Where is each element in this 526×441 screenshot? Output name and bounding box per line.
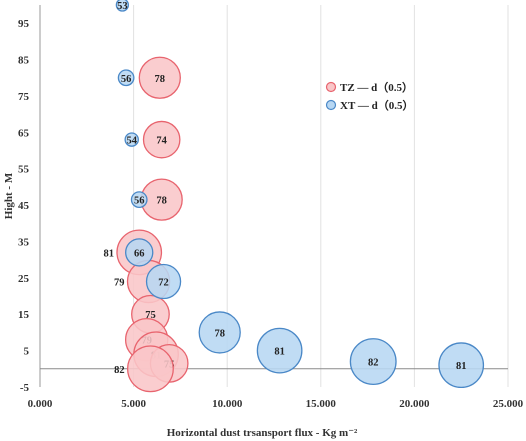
bubble-point	[125, 238, 154, 267]
x-tick-label: 25.000	[493, 398, 524, 410]
bubble-label: 81	[274, 347, 285, 358]
bubble-point	[198, 311, 241, 354]
y-tick-label: 85	[18, 55, 30, 67]
x-tick-labels: 0.000 5.000 10.000 15.000 20.000 25.000	[28, 398, 524, 410]
y-tick-label: 25	[18, 273, 30, 285]
bubble-label: 82	[368, 358, 379, 369]
y-tick-label: 75	[18, 91, 30, 103]
bubble-label: 56	[134, 196, 145, 207]
series-xt: 53 56 54 56 66 72 78 81 82 81	[115, 0, 485, 389]
y-tick-labels: -5 5 15 25 35 45 55 65 75 85 95	[18, 18, 30, 394]
bubble-label: 54	[126, 136, 137, 147]
y-tick-label: 65	[18, 127, 30, 139]
bubble-label: 82	[114, 365, 125, 376]
bubble-point	[145, 263, 182, 300]
bubble-label: 56	[121, 74, 132, 85]
y-tick-label: 5	[24, 346, 30, 358]
bubble-point	[256, 327, 303, 374]
bubble-label: 66	[134, 248, 145, 259]
bubble-point	[117, 69, 135, 87]
series-tz: 78747881797579817582	[103, 56, 189, 393]
legend-marker	[325, 99, 337, 111]
bubble-point	[349, 338, 397, 386]
y-tick-label: 35	[18, 236, 30, 248]
x-tick-label: 15.000	[306, 398, 337, 410]
bubble-label: 72	[158, 277, 169, 288]
y-axis-title: Hight - M	[3, 172, 15, 219]
legend-label: XT — d（0.5）	[340, 99, 413, 112]
y-tick-label: 15	[18, 309, 30, 321]
legend-label: TZ — d（0.5）	[340, 81, 413, 94]
x-tick-label: 0.000	[28, 398, 53, 410]
bubble-point	[138, 56, 181, 99]
x-tick-label: 5.000	[121, 398, 146, 410]
bubble-label: 74	[156, 136, 167, 147]
x-tick-label: 10.000	[212, 398, 243, 410]
bubble-label: 78	[155, 74, 166, 85]
y-tick-label: -5	[20, 382, 30, 394]
bubble-point	[130, 191, 148, 209]
legend-marker	[325, 81, 337, 93]
bubble-label: 78	[214, 328, 225, 339]
bubbles: 7874788179757981758253565456667278818281	[103, 0, 485, 393]
bubble-point	[438, 342, 485, 389]
bubble-point	[115, 0, 130, 12]
legend: TZ — d（0.5） XT — d（0.5）	[325, 81, 413, 112]
bubble-label: 79	[114, 277, 125, 288]
y-tick-label: 55	[18, 164, 30, 176]
bubble-point	[126, 345, 174, 393]
bubble-label: 78	[156, 196, 167, 207]
bubble-label: 53	[117, 1, 128, 12]
y-tick-label: 45	[18, 200, 30, 212]
x-axis-title: Horizontal dust trsansport flux - Kg m⁻²	[167, 427, 358, 439]
bubble-point	[142, 120, 181, 159]
bubble-label: 81	[103, 248, 114, 259]
bubble-label: 75	[145, 310, 156, 321]
x-tick-label: 20.000	[399, 398, 430, 410]
bubble-point	[124, 132, 139, 147]
bubble-label: 81	[456, 361, 467, 372]
y-tick-label: 95	[18, 18, 30, 30]
